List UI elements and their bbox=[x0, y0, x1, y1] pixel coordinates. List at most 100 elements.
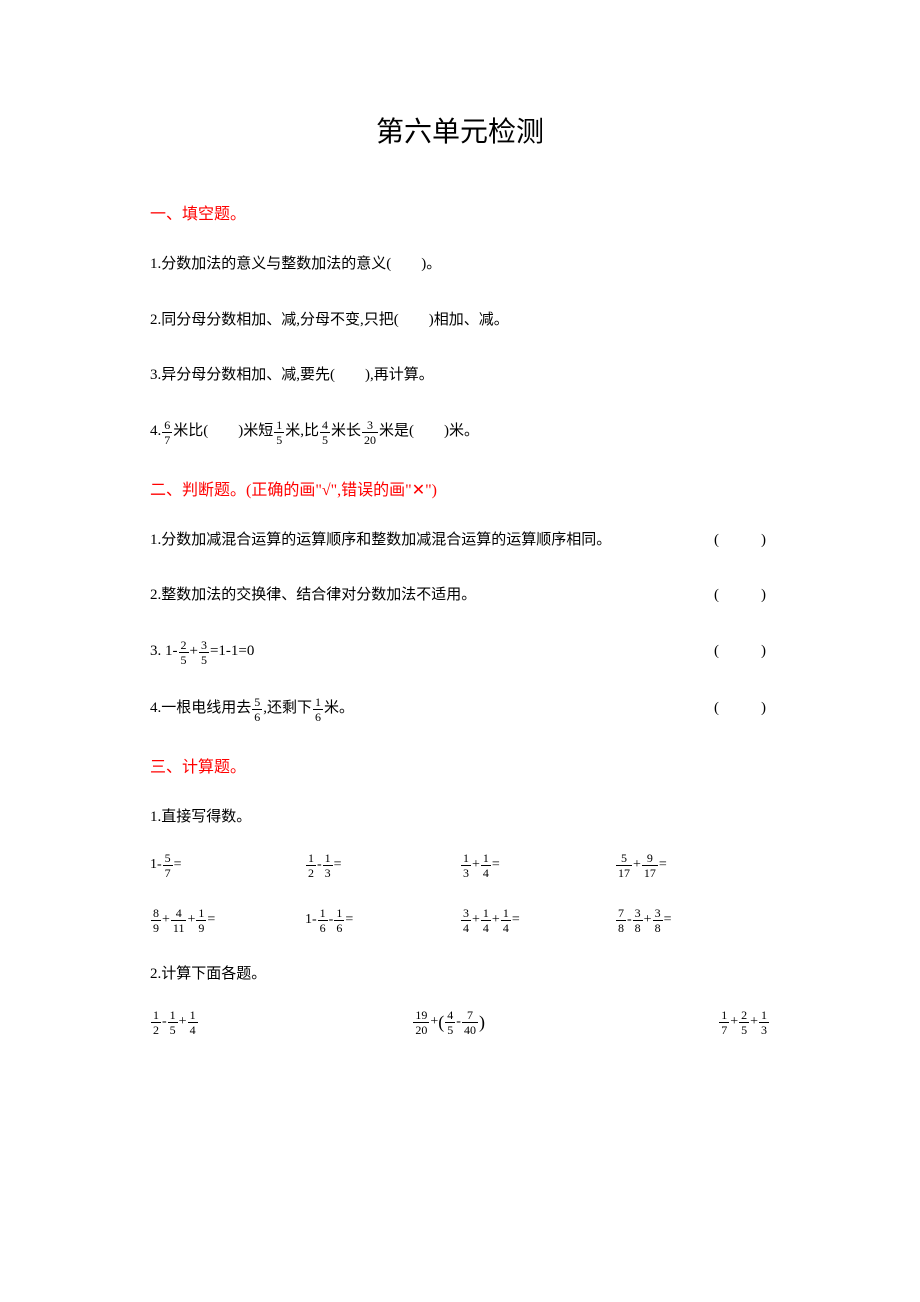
denominator: 6 bbox=[318, 920, 328, 934]
op: - bbox=[317, 857, 322, 873]
fraction: 517 bbox=[616, 852, 632, 879]
denominator: 5 bbox=[199, 652, 209, 666]
calc-item: 89 + 411 + 19 = bbox=[150, 907, 305, 934]
q1-2: 2.同分母分数相加、减,分母不变,只把( )相加、减。 bbox=[150, 308, 770, 334]
denominator: 4 bbox=[481, 865, 491, 879]
denominator: 6 bbox=[252, 709, 262, 723]
denominator: 20 bbox=[413, 1022, 429, 1036]
numerator: 9 bbox=[645, 852, 655, 865]
fraction: 67 bbox=[162, 419, 172, 446]
denominator: 6 bbox=[334, 920, 344, 934]
q2-4-mid: ,还剩下 bbox=[263, 696, 312, 722]
denominator: 8 bbox=[653, 920, 663, 934]
numerator: 3 bbox=[199, 639, 209, 652]
op: - bbox=[329, 912, 334, 928]
denominator: 6 bbox=[313, 709, 323, 723]
op: + bbox=[644, 912, 652, 928]
calc-row-2: 89 + 411 + 19 = 1- 16 - 16 = 34 + 14 + 1… bbox=[150, 907, 770, 934]
calc-item: 12 - 13 = bbox=[305, 852, 460, 879]
fraction: 19 bbox=[196, 907, 206, 934]
q1-4: 4. 67 米比( )米短 15 米,比 45 米长 320 米是( )米。 bbox=[150, 419, 770, 446]
numerator: 1 bbox=[719, 1009, 729, 1022]
denominator: 5 bbox=[320, 432, 330, 446]
numerator: 1 bbox=[196, 907, 206, 920]
denominator: 9 bbox=[196, 920, 206, 934]
q2-4-suffix: 米。 bbox=[324, 696, 354, 722]
numerator: 1 bbox=[323, 852, 333, 865]
q1-4-m1: 米比( )米短 bbox=[173, 419, 273, 445]
numerator: 1 bbox=[188, 1009, 198, 1022]
numerator: 3 bbox=[633, 907, 643, 920]
denominator: 7 bbox=[162, 432, 172, 446]
fraction: 17 bbox=[719, 1009, 729, 1036]
op: - bbox=[456, 1014, 461, 1030]
q2-2: 2.整数加法的交换律、结合律对分数加法不适用。 ( ) bbox=[150, 583, 770, 609]
fraction: 320 bbox=[362, 419, 378, 446]
fraction: 12 bbox=[306, 852, 316, 879]
denominator: 5 bbox=[445, 1022, 455, 1036]
numerator: 1 bbox=[318, 907, 328, 920]
calc-item: 517 + 917 = bbox=[615, 852, 770, 879]
numerator: 1 bbox=[481, 852, 491, 865]
post: = bbox=[334, 857, 342, 873]
answer-paren: ( ) bbox=[714, 639, 770, 665]
page-title: 第六单元检测 bbox=[150, 110, 770, 150]
fraction: 45 bbox=[320, 419, 330, 446]
numerator: 1 bbox=[168, 1009, 178, 1022]
q2-3-suffix: =1-1=0 bbox=[210, 639, 254, 665]
fraction: 917 bbox=[642, 852, 658, 879]
fraction: 13 bbox=[461, 852, 471, 879]
fraction: 14 bbox=[481, 907, 491, 934]
op: - bbox=[627, 912, 632, 928]
fraction: 411 bbox=[171, 907, 187, 934]
fraction: 13 bbox=[323, 852, 333, 879]
op: - bbox=[162, 1014, 167, 1030]
right-paren: ) bbox=[479, 1012, 485, 1033]
op: + bbox=[179, 1014, 187, 1030]
denominator: 5 bbox=[739, 1022, 749, 1036]
denominator: 4 bbox=[501, 920, 511, 934]
op: + bbox=[430, 1014, 438, 1030]
post: = bbox=[207, 912, 215, 928]
calc-item: 1920 + ( 45 - 740 ) bbox=[412, 1009, 660, 1036]
q2-3-prefix: 3. 1- bbox=[150, 639, 178, 665]
numerator: 7 bbox=[465, 1009, 475, 1022]
fraction: 45 bbox=[445, 1009, 455, 1036]
denominator: 5 bbox=[179, 652, 189, 666]
post: = bbox=[345, 912, 353, 928]
post: = bbox=[659, 857, 667, 873]
fraction: 740 bbox=[462, 1009, 478, 1036]
fraction: 78 bbox=[616, 907, 626, 934]
answer-paren: ( ) bbox=[714, 696, 770, 722]
numerator: 1 bbox=[151, 1009, 161, 1022]
denominator: 4 bbox=[188, 1022, 198, 1036]
q1-4-m3: 米长 bbox=[331, 419, 361, 445]
denominator: 40 bbox=[462, 1022, 478, 1036]
q1-4-prefix: 4. bbox=[150, 419, 161, 445]
denominator: 2 bbox=[151, 1022, 161, 1036]
fraction: 38 bbox=[633, 907, 643, 934]
fraction: 12 bbox=[151, 1009, 161, 1036]
q2-4-text: 4.一根电线用去 56 ,还剩下 16 米。 bbox=[150, 696, 354, 723]
fraction: 35 bbox=[199, 639, 209, 666]
op: + bbox=[472, 912, 480, 928]
numerator: 5 bbox=[252, 696, 262, 709]
plus-op: + bbox=[190, 639, 198, 665]
fraction: 16 bbox=[313, 696, 323, 723]
fraction: 34 bbox=[461, 907, 471, 934]
numerator: 4 bbox=[174, 907, 184, 920]
fraction: 25 bbox=[739, 1009, 749, 1036]
q2-1: 1.分数加减混合运算的运算顺序和整数加减混合运算的运算顺序相同。 ( ) bbox=[150, 528, 770, 554]
numerator: 1 bbox=[759, 1009, 769, 1022]
denominator: 7 bbox=[719, 1022, 729, 1036]
numerator: 3 bbox=[653, 907, 663, 920]
fraction: 14 bbox=[188, 1009, 198, 1036]
numerator: 1 bbox=[501, 907, 511, 920]
op: + bbox=[162, 912, 170, 928]
answer-paren: ( ) bbox=[714, 583, 770, 609]
calc-row-1: 1- 57 = 12 - 13 = 13 + 14 = 517 + 917 = bbox=[150, 852, 770, 879]
numerator: 3 bbox=[461, 907, 471, 920]
q1-4-m4: 米是( )米。 bbox=[379, 419, 479, 445]
calc-item: 17 + 25 + 13 bbox=[718, 1009, 770, 1036]
numerator: 1 bbox=[306, 852, 316, 865]
